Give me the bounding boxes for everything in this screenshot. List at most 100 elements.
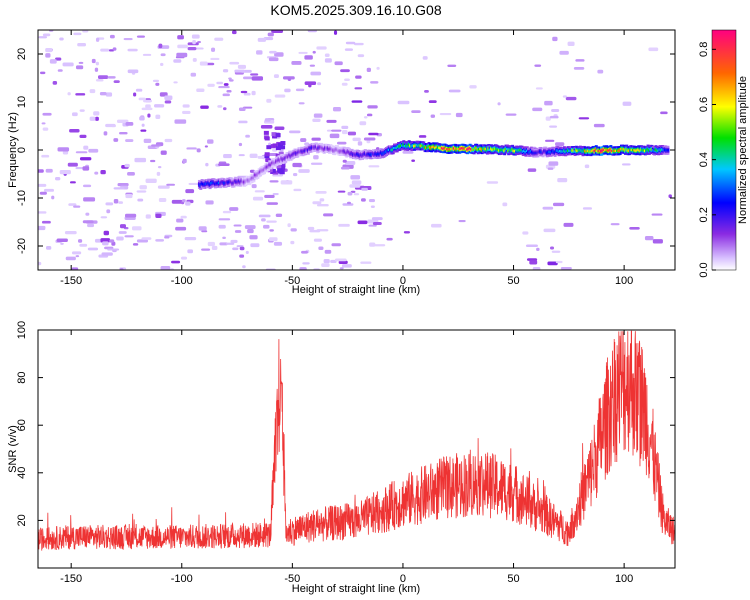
spectrogram-noise-cell — [304, 81, 317, 86]
spectrogram-noise-cell — [93, 111, 100, 116]
colorbar-ticks: 0.0 0.2 0.4 0.6 0.8 — [698, 42, 716, 278]
spectrogram-noise-cell — [174, 119, 187, 124]
spectrogram-noise-cell — [218, 218, 231, 221]
spectrogram-noise-cell — [100, 238, 111, 243]
spectrogram-noise-cell — [363, 137, 376, 141]
spectrogram-noise-cell — [552, 202, 565, 207]
spectrogram-noise-cell — [342, 129, 348, 135]
snr-frame — [37, 329, 676, 569]
spectrogram-noise-cell — [187, 249, 194, 254]
spectrogram-noise-cell — [139, 185, 147, 190]
spectrogram-noise-cell — [269, 50, 277, 54]
spectrogram-noise-cell — [317, 82, 322, 86]
spectrogram-noise-cell — [141, 107, 153, 111]
spectrogram-noise-cell — [313, 155, 319, 160]
spectrogram-noise-cell — [127, 48, 138, 52]
spectrogram-noise-cell — [275, 213, 283, 217]
spectrogram-noise-cell — [251, 90, 256, 96]
spectrogram-noise-cell — [103, 230, 110, 236]
spectrogram-noise-cell — [205, 162, 209, 167]
spectrogram-noise-cell — [386, 237, 393, 241]
spectrogram-noise-cell — [100, 170, 106, 175]
spectrogram-noise-cell — [52, 80, 58, 85]
spectrogram-noise-cell — [141, 123, 145, 127]
spectrogram-noise-cell — [136, 239, 149, 243]
spectrogram-noise-cell — [403, 231, 410, 234]
spectrogram-noise-cell — [274, 94, 286, 98]
spectrogram-noise-cell — [185, 201, 191, 206]
spectrogram-noise-cell — [73, 32, 82, 36]
spectrogram-noise-cell — [342, 203, 354, 206]
spectrogram-noise-cell — [207, 139, 214, 144]
spectrogram-noise-cell — [83, 197, 96, 202]
spectrogram-noise-cell — [439, 113, 452, 116]
colorbar-tick-label: 0.6 — [698, 97, 710, 112]
spectrogram-noise-cell — [94, 67, 99, 72]
spectrogram-noise-cell — [55, 176, 61, 181]
spectrogram-noise-cell — [282, 76, 295, 80]
spectrogram-block-cell — [271, 132, 277, 137]
spectrogram-noise-cell — [366, 140, 371, 144]
spectrogram-noise-cell — [293, 172, 298, 177]
spectrogram-noise-cell — [326, 129, 332, 132]
spectrogram-noise-cell — [73, 205, 81, 208]
spectrogram-noise-cell — [145, 104, 151, 109]
spectrogram-noise-cell — [45, 53, 51, 58]
spectrogram-noise-cell — [268, 142, 272, 146]
spectrogram-noise-cell — [331, 129, 342, 132]
spectrogram-noise-cell — [309, 64, 315, 67]
spectrogram-noise-cell — [272, 192, 279, 196]
spectrogram-noise-cell — [332, 106, 342, 112]
spectrogram-noise-cell — [233, 224, 242, 227]
spectrogram-noise-cell — [109, 239, 115, 243]
spectrogram-noise-cell — [545, 116, 551, 121]
spectrogram-noise-cell — [222, 93, 230, 97]
spectrogram-noise-cell — [310, 162, 323, 165]
spectrogram-noise-cell — [347, 191, 353, 196]
spectrogram-noise-cell — [140, 129, 147, 132]
spectrogram-noise-cell — [542, 206, 554, 210]
spectrogram-ytick-label: -20 — [16, 238, 28, 254]
spectrogram-noise-cell — [60, 242, 64, 245]
spectrogram-noise-cell — [334, 258, 347, 262]
spectrogram-noise-cell — [550, 246, 555, 250]
spectrogram-noise-cell — [287, 78, 292, 81]
spectrogram-noise-cell — [289, 130, 301, 134]
spectrogram-noise-cell — [563, 222, 574, 227]
spectrogram-noise-cell — [312, 201, 322, 205]
spectrogram-noise-cell — [226, 242, 235, 245]
spectrogram-noise-cell — [239, 254, 245, 258]
spectrogram-noise-cell — [173, 59, 182, 63]
spectrogram-block-cell — [264, 152, 270, 157]
spectrogram-noise-cell — [448, 89, 461, 93]
spectrogram-noise-cell — [431, 223, 442, 228]
spectrogram-noise-cell — [313, 238, 322, 242]
spectrogram-noise-cell — [341, 82, 348, 86]
spectrogram-noise-cell — [411, 159, 415, 162]
spectrogram-noise-cell — [176, 218, 184, 223]
snr-axes: -150 -100 -50 0 50 100 20 40 60 80 100 — [16, 321, 675, 585]
spectrogram-noise-cell — [91, 58, 96, 64]
spectrogram-noise-cell — [266, 98, 272, 103]
spectrogram-noise-cell — [280, 180, 293, 185]
colorbar-tick-label: 0.0 — [698, 262, 710, 277]
spectrogram-noise-cell — [69, 181, 76, 184]
spectrogram-noise-cell — [261, 218, 266, 222]
spectrogram-noise-cell — [64, 231, 77, 235]
spectrogram-noise-cell — [113, 80, 120, 83]
spectrogram-noise-cell — [337, 190, 346, 193]
spectrogram-noise-cell — [103, 131, 108, 136]
spectrogram-noise-cell — [565, 96, 577, 101]
spectrogram-noise-cell — [82, 30, 89, 33]
spectrogram-noise-cell — [355, 75, 362, 79]
spectrogram-noise-cell — [272, 147, 277, 152]
spectrogram-noise-cell — [38, 261, 42, 266]
spectrogram-noise-cell — [65, 256, 76, 261]
spectrogram-noise-cell — [87, 247, 99, 251]
spectrogram-xtick-label: -150 — [60, 275, 82, 287]
spectrogram-noise-cell — [242, 265, 246, 269]
spectrogram-noise-cell — [545, 139, 555, 142]
spectrogram-noise-cell — [166, 183, 175, 186]
spectrogram-noise-cell — [190, 72, 197, 77]
spectrogram-noise-cell — [157, 166, 162, 169]
